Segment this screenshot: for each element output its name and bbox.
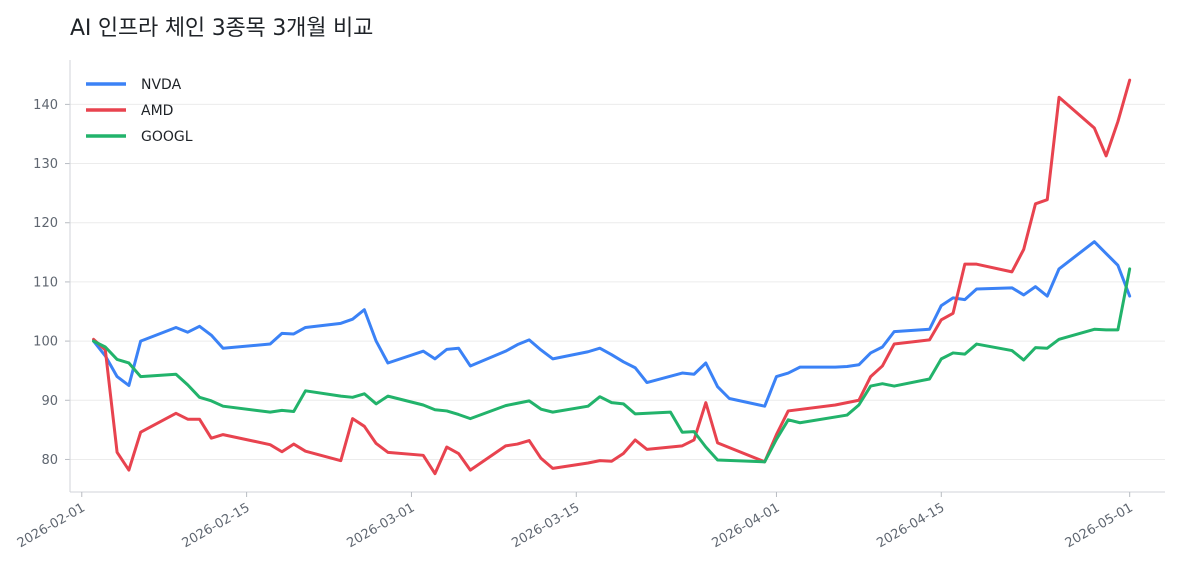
- x-tick-label: 2026-03-01: [345, 500, 418, 551]
- y-tick-label: 90: [41, 394, 58, 409]
- x-tick-label: 2026-02-15: [180, 500, 253, 551]
- chart-title: AI 인프라 체인 3종목 3개월 비교: [70, 16, 374, 41]
- y-tick-label: 100: [33, 335, 58, 350]
- series-lines: [92, 78, 1132, 476]
- x-tick-label: 2026-03-15: [509, 500, 582, 551]
- y-tick-label: 140: [33, 98, 58, 113]
- y-tick-label: 130: [33, 157, 58, 172]
- series-line-googl: [92, 267, 1132, 464]
- x-tick-label: 2026-04-15: [874, 500, 947, 551]
- legend-label: AMD: [141, 103, 173, 119]
- series-line-nvda: [92, 240, 1132, 408]
- legend: NVDA AMD GOOGL: [86, 77, 193, 145]
- y-tick-label: 120: [33, 216, 58, 231]
- y-tick-label: 110: [33, 275, 58, 290]
- x-tick-label: 2026-04-01: [710, 500, 783, 551]
- legend-label: GOOGL: [141, 129, 193, 145]
- series-line-amd: [92, 78, 1132, 476]
- x-tick-label: 2026-05-01: [1063, 500, 1136, 551]
- x-tick-label: 2026-02-01: [15, 500, 88, 551]
- gridlines: [70, 103, 1165, 460]
- legend-label: NVDA: [141, 77, 182, 93]
- y-tick-label: 80: [41, 453, 58, 468]
